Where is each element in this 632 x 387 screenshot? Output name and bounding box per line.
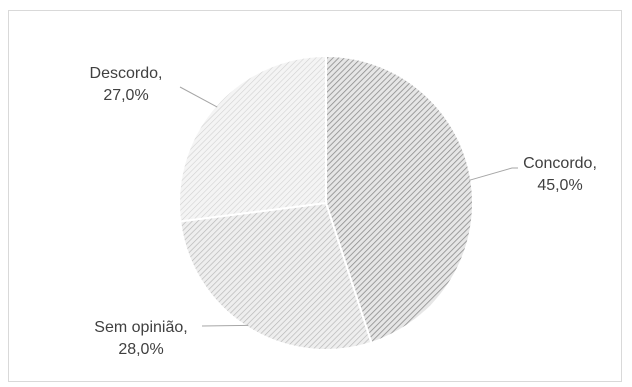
leader-line [201, 324, 249, 327]
data-label: Sem opinião, 28,0% [94, 319, 187, 358]
pie-slice-descordo [178, 54, 327, 223]
leader-line [469, 167, 518, 181]
data-label: Concordo, 45,0% [523, 155, 597, 194]
pie-slice-sem-opini-o [179, 201, 373, 351]
data-label: Descordo, 27,0% [90, 65, 163, 104]
leader-line [179, 86, 218, 108]
